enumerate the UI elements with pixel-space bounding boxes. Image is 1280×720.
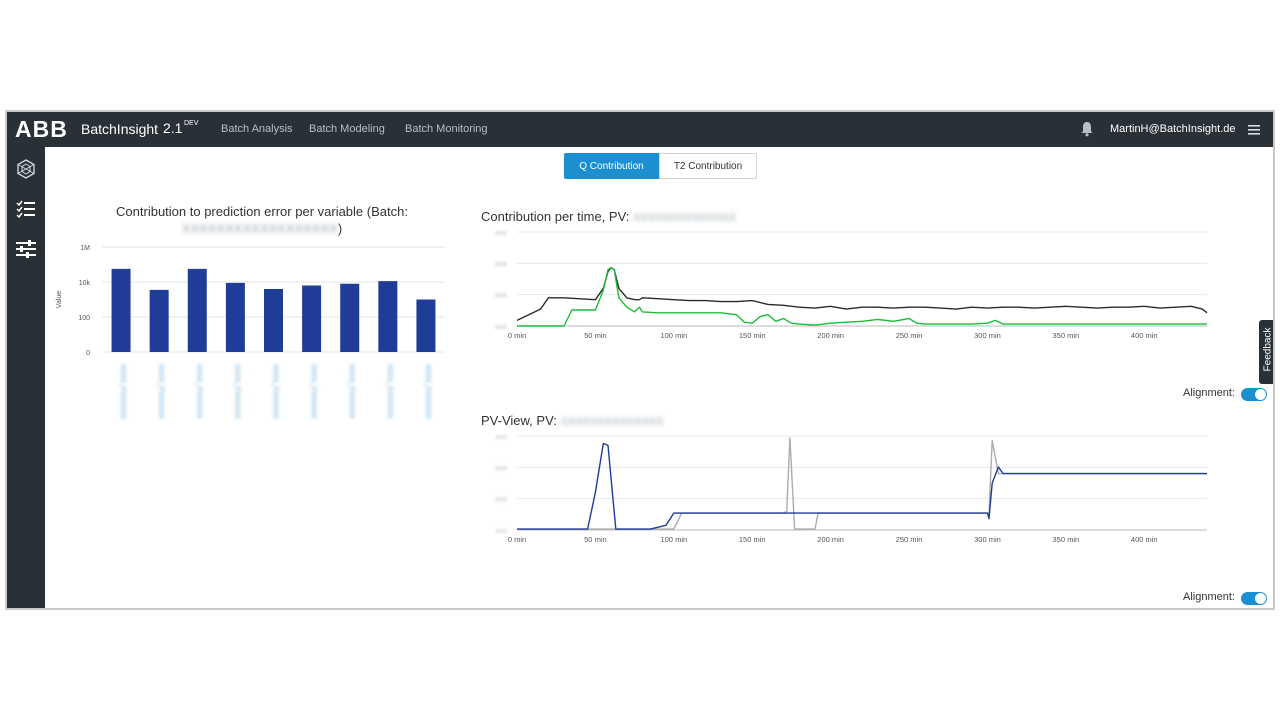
x-tick-label-redacted: XXXX_FXXXXXX xyxy=(348,364,355,419)
x-tick-label: 50 min xyxy=(584,331,607,340)
x-tick-label: 0 min xyxy=(508,331,526,340)
alignment-label-1: Alignment: xyxy=(1183,387,1235,399)
pv-view-title: PV-View, PV: XXXXXXXXXXXXXX xyxy=(481,413,664,428)
y-tick-label-redacted: XXX xyxy=(495,466,507,472)
x-tick-label: 300 min xyxy=(974,331,1001,340)
x-tick-label: 350 min xyxy=(1053,535,1080,544)
bar xyxy=(340,283,360,352)
contribution-time-title: Contribution per time, PV: XXXXXXXXXXXXXX xyxy=(481,209,736,224)
checklist-icon[interactable] xyxy=(16,199,36,219)
x-tick-label: 150 min xyxy=(739,535,766,544)
x-tick-label-redacted: XXXX_FXXXXXX xyxy=(233,364,240,419)
x-tick-label: 100 min xyxy=(660,331,687,340)
bar-chart: 1M 10k 100 0 Value XXXX_FXXXXXX XXXX_FXXXXXX XX… xyxy=(56,245,445,419)
x-tick-label: 400 min xyxy=(1131,331,1158,340)
hexagon-network-icon[interactable] xyxy=(16,159,36,179)
bar xyxy=(187,268,207,352)
y-tick-label-redacted: XXX xyxy=(495,435,507,441)
app-window: ABB BatchInsight 2.1 DEV Batch Analysis … xyxy=(5,110,1275,610)
bar xyxy=(225,282,245,352)
y-tick-label-redacted: XXX xyxy=(495,231,507,237)
y-tick-label-redacted: XXX xyxy=(495,498,507,504)
tab-q-contribution[interactable]: Q Contribution xyxy=(564,153,659,179)
contribution-time-title-text: Contribution per time, PV: xyxy=(481,209,630,224)
sliders-icon[interactable] xyxy=(16,239,36,259)
x-tick-label-redacted: XXXX_FXXXXXX xyxy=(119,364,126,419)
pv-view-title-text: PV-View, PV: xyxy=(481,413,557,428)
bell-icon[interactable] xyxy=(1080,121,1094,137)
series-line-2 xyxy=(517,267,1207,327)
y-tick-label: 100 xyxy=(78,315,90,322)
y-tick-label-redacted: XXX xyxy=(495,529,507,535)
y-tick-label-redacted: XXX xyxy=(495,294,507,300)
x-tick-label-redacted: XXXX_FXXXXXX xyxy=(195,364,202,419)
x-tick-label: 100 min xyxy=(660,535,687,544)
bar xyxy=(378,281,398,352)
y-tick-label: 0 xyxy=(86,350,90,357)
series-line-1 xyxy=(517,437,1207,530)
env-tag: DEV xyxy=(184,120,199,127)
top-navbar: ABB BatchInsight 2.1 DEV Batch Analysis … xyxy=(7,112,1273,147)
bar-chart-title-suffix: ) xyxy=(337,221,343,236)
bar xyxy=(149,289,169,352)
y-axis-label: Value xyxy=(56,291,63,308)
alignment-toggle-1[interactable] xyxy=(1241,388,1267,401)
x-tick-label-redacted: XXXX_FXXXXXX xyxy=(157,364,164,419)
abb-logo[interactable]: ABB xyxy=(15,116,68,142)
hamburger-menu-icon[interactable] xyxy=(1248,124,1260,136)
series-line-1 xyxy=(516,267,1208,322)
pv-name-redacted: XXXXXXXXXXXXXX xyxy=(633,212,737,224)
x-tick-label-redacted: XXXX_FXXXXXX xyxy=(272,364,279,419)
x-tick-label: 300 min xyxy=(974,535,1001,544)
x-tick-label: 150 min xyxy=(739,331,766,340)
y-tick-label-redacted: XXX xyxy=(495,262,507,268)
x-tick-label: 50 min xyxy=(584,535,607,544)
bar-chart-title: Contribution to prediction error per var… xyxy=(87,203,437,237)
bar xyxy=(264,289,283,352)
pv-name-redacted-2: XXXXXXXXXXXXXX xyxy=(560,416,664,428)
feedback-label: Feedback xyxy=(1262,327,1274,372)
x-tick-label: 0 min xyxy=(508,535,526,544)
bar xyxy=(111,268,131,352)
bar xyxy=(302,285,322,352)
x-tick-label-redacted: XXXX_FXXXXXX xyxy=(386,364,393,419)
y-tick-label: 10k xyxy=(79,280,91,287)
y-tick-label: 1M xyxy=(80,245,90,252)
nav-batch-modeling[interactable]: Batch Modeling xyxy=(309,123,385,135)
y-tick-label-redacted: XXX xyxy=(495,325,507,331)
x-tick-label-redacted: XXXX_FXXXXXX xyxy=(424,364,431,419)
feedback-tab[interactable]: Feedback xyxy=(1259,320,1274,384)
toggle-knob xyxy=(1255,389,1266,400)
tab-t2-contribution[interactable]: T2 Contribution xyxy=(659,153,757,179)
toggle-knob xyxy=(1255,593,1266,604)
alignment-label-2: Alignment: xyxy=(1183,591,1235,603)
sidebar xyxy=(7,147,45,608)
series-line-2 xyxy=(517,442,1207,530)
bar-chart-title-text: Contribution to prediction error per var… xyxy=(116,204,408,219)
x-tick-label: 200 min xyxy=(817,535,844,544)
alignment-toggle-2[interactable] xyxy=(1241,592,1267,605)
bar xyxy=(416,299,436,352)
x-tick-label: 250 min xyxy=(896,331,923,340)
batch-id-redacted: XXXXXXXXXXXXXXXXXX xyxy=(181,221,338,236)
x-tick-label: 250 min xyxy=(896,535,923,544)
user-account[interactable]: MartinH@BatchInsight.de xyxy=(1110,123,1236,135)
x-tick-label-redacted: XXXX_FXXXXXX xyxy=(310,364,317,419)
x-tick-label: 200 min xyxy=(817,331,844,340)
x-tick-label: 400 min xyxy=(1131,535,1158,544)
x-tick-label: 350 min xyxy=(1053,331,1080,340)
nav-batch-analysis[interactable]: Batch Analysis xyxy=(221,123,293,135)
app-name[interactable]: BatchInsight xyxy=(81,121,159,137)
app-version: 2.1 xyxy=(163,120,183,136)
nav-batch-monitoring[interactable]: Batch Monitoring xyxy=(405,123,488,135)
